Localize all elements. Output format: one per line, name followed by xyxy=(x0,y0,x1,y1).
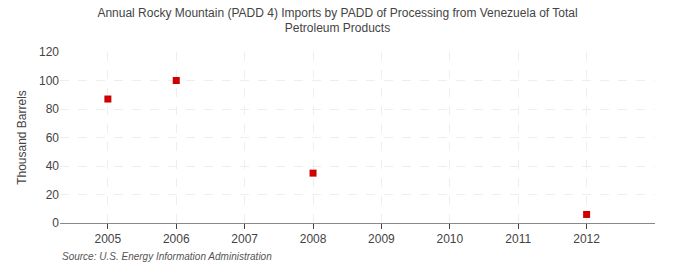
svg-text:40: 40 xyxy=(46,159,60,173)
svg-text:2008: 2008 xyxy=(300,232,327,246)
svg-text:Thousand Barrels: Thousand Barrels xyxy=(15,90,29,185)
svg-text:0: 0 xyxy=(52,216,59,230)
svg-text:60: 60 xyxy=(46,131,60,145)
svg-text:120: 120 xyxy=(39,45,59,59)
svg-text:20: 20 xyxy=(46,188,60,202)
svg-text:100: 100 xyxy=(39,74,59,88)
svg-text:Annual Rocky Mountain (PADD 4): Annual Rocky Mountain (PADD 4) Imports b… xyxy=(97,6,577,36)
svg-text:2006: 2006 xyxy=(163,232,190,246)
svg-text:Source: U.S. Energy Informatio: Source: U.S. Energy Information Administ… xyxy=(62,251,272,262)
svg-text:2007: 2007 xyxy=(231,232,258,246)
svg-text:2012: 2012 xyxy=(573,232,600,246)
svg-text:2010: 2010 xyxy=(436,232,463,246)
svg-text:2011: 2011 xyxy=(505,232,531,246)
svg-text:2009: 2009 xyxy=(368,232,395,246)
svg-text:80: 80 xyxy=(46,102,60,116)
svg-text:2005: 2005 xyxy=(95,232,122,246)
